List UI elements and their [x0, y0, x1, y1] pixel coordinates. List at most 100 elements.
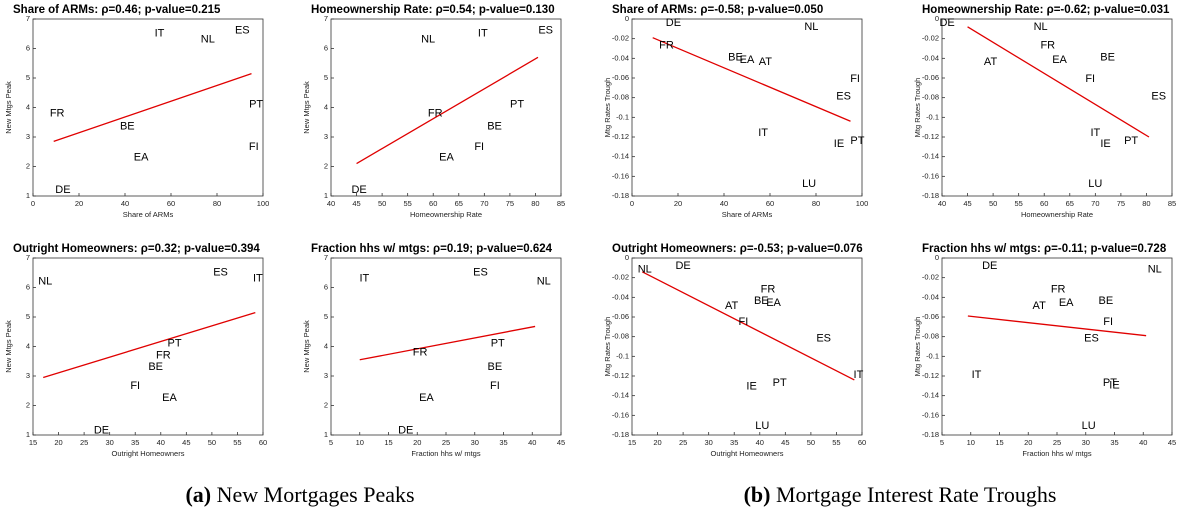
y-tick-label: 3 [324, 132, 328, 141]
x-tick-label: 40 [121, 199, 129, 208]
y-tick-label: 2 [324, 400, 328, 409]
y-tick-label: 1 [324, 430, 328, 439]
y-tick-label: -0.18 [922, 430, 939, 439]
y-tick-label: -0.18 [922, 191, 939, 200]
x-tick-label: 70 [1091, 199, 1099, 208]
point-label: BE [728, 51, 743, 63]
y-tick-label: -0.18 [612, 430, 629, 439]
y-tick-label: -0.04 [922, 292, 939, 301]
point-label: FI [1085, 73, 1095, 85]
x-tick-label: 55 [1014, 199, 1022, 208]
point-label: IT [359, 273, 369, 285]
chart-title: Outright Homeowners: ρ=-0.53; p-value=0.… [612, 243, 863, 255]
point-label: PT [1103, 377, 1117, 389]
point-label: FI [130, 380, 140, 392]
point-label: IT [758, 127, 768, 139]
x-tick-label: 40 [720, 199, 728, 208]
y-tick-label: 6 [26, 282, 30, 291]
x-axis-label: Outright Homeowners [711, 449, 784, 458]
point-label: IT [854, 369, 864, 381]
point-label: DE [94, 424, 109, 436]
x-tick-label: 40 [938, 199, 946, 208]
y-tick-label: 5 [26, 73, 30, 82]
y-axis-label: New Mtgs Peak [302, 320, 311, 373]
y-tick-label: 0 [935, 14, 939, 23]
x-tick-label: 25 [679, 438, 687, 447]
point-label: NL [201, 34, 215, 46]
y-tick-label: -0.02 [612, 34, 629, 43]
point-label: FR [428, 107, 443, 119]
point-label: FI [850, 73, 860, 85]
y-tick-label: 7 [26, 253, 30, 262]
point-label: DE [666, 17, 681, 29]
y-tick-label: 7 [324, 14, 328, 23]
point-label: ES [235, 25, 250, 37]
y-tick-label: -0.08 [612, 93, 629, 102]
x-tick-label: 85 [1168, 199, 1176, 208]
point-label: ES [538, 25, 553, 37]
x-tick-label: 30 [105, 438, 113, 447]
x-tick-label: 20 [1024, 438, 1032, 447]
y-tick-label: -0.06 [922, 73, 939, 82]
y-axis-label: New Mtgs Peak [302, 81, 311, 134]
y-tick-label: -0.14 [922, 391, 939, 400]
y-tick-label: 3 [26, 132, 30, 141]
y-tick-label: 1 [26, 191, 30, 200]
y-tick-label: 6 [26, 43, 30, 52]
point-label: FR [1040, 39, 1055, 51]
point-label: AT [725, 300, 739, 312]
y-tick-label: -0.1 [926, 351, 939, 360]
x-tick-label: 65 [1066, 199, 1074, 208]
y-tick-label: -0.16 [922, 171, 939, 180]
point-label: ES [1084, 333, 1099, 345]
y-tick-label: -0.1 [926, 112, 939, 121]
y-tick-label: -0.1 [616, 351, 629, 360]
point-label: NL [804, 21, 818, 33]
chart-title: Share of ARMs: ρ=-0.58; p-value=0.050 [612, 4, 823, 16]
x-tick-label: 60 [766, 199, 774, 208]
x-tick-label: 5 [329, 438, 333, 447]
caption-label: (a) [185, 482, 211, 507]
x-tick-label: 50 [989, 199, 997, 208]
x-tick-label: 80 [531, 199, 539, 208]
point-label: BE [148, 361, 163, 373]
x-tick-label: 80 [213, 199, 221, 208]
y-tick-label: 6 [324, 43, 328, 52]
point-label: EA [766, 297, 781, 309]
caption-label: (b) [744, 482, 771, 507]
point-label: DE [55, 184, 70, 196]
point-label: FR [50, 107, 65, 119]
x-tick-label: 15 [384, 438, 392, 447]
x-tick-label: 60 [1040, 199, 1048, 208]
x-tick-label: 100 [856, 199, 869, 208]
x-tick-label: 25 [80, 438, 88, 447]
y-tick-label: -0.12 [612, 132, 629, 141]
point-label: FI [249, 141, 259, 153]
fit-line [43, 311, 256, 379]
x-tick-label: 50 [378, 199, 386, 208]
point-label: ES [836, 91, 851, 103]
y-tick-label: -0.12 [612, 371, 629, 380]
point-label: IE [1109, 380, 1119, 392]
point-label: EA [1059, 297, 1074, 309]
chart-title: Fraction hhs w/ mtgs: ρ=-0.11; p-value=0… [922, 243, 1167, 255]
point-label: LU [1082, 420, 1096, 432]
chart-title: Homeownership Rate: ρ=-0.62; p-value=0.0… [922, 4, 1170, 16]
y-tick-label: 6 [324, 282, 328, 291]
x-axis-label: Share of ARMs [722, 210, 773, 219]
x-tick-label: 20 [75, 199, 83, 208]
point-label: FR [761, 283, 776, 295]
plot-frame [330, 18, 562, 197]
point-label: IE [834, 138, 844, 150]
plot-frame [941, 18, 1173, 197]
x-tick-label: 30 [704, 438, 712, 447]
x-tick-label: 40 [1139, 438, 1147, 447]
point-label: NL [1034, 21, 1048, 33]
point-label: IT [972, 369, 982, 381]
y-tick-label: -0.12 [922, 371, 939, 380]
point-label: EA [134, 152, 149, 164]
y-tick-label: -0.08 [922, 93, 939, 102]
point-label: FI [1103, 316, 1113, 328]
x-tick-label: 25 [1053, 438, 1061, 447]
